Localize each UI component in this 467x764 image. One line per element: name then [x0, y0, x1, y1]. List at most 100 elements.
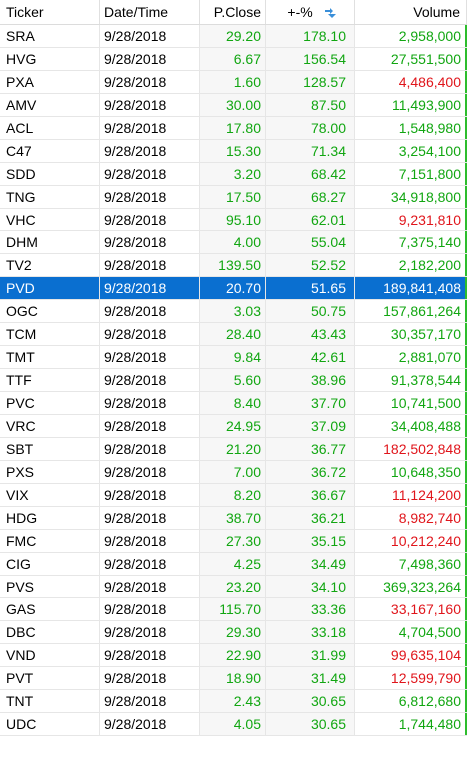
- table-row[interactable]: SBT 9/28/2018 21.20 36.77 182,502,848: [0, 437, 467, 461]
- cell-ticker: PVC: [0, 392, 100, 414]
- table-row[interactable]: TMT 9/28/2018 9.84 42.61 2,881,070: [0, 346, 467, 370]
- cell-ticker: PXS: [0, 460, 100, 483]
- table-row[interactable]: VIX 9/28/2018 8.20 36.67 11,124,200: [0, 483, 467, 507]
- cell-pct: 55.04: [266, 231, 355, 254]
- column-header-pct-label: +-%: [287, 4, 313, 20]
- column-header-ticker[interactable]: Ticker: [0, 0, 100, 24]
- cell-pct: 37.09: [266, 414, 355, 437]
- cell-pct: 51.65: [266, 277, 355, 300]
- column-header-volume[interactable]: Volume: [355, 0, 467, 24]
- table-row[interactable]: TTF 9/28/2018 5.60 38.96 91,378,544: [0, 369, 467, 392]
- cell-ticker: CIG: [0, 552, 100, 575]
- cell-volume: 99,635,104: [355, 644, 467, 667]
- cell-date: 9/28/2018: [100, 208, 200, 231]
- cell-date: 9/28/2018: [100, 231, 200, 254]
- cell-pct: 36.67: [266, 483, 355, 506]
- cell-date: 9/28/2018: [100, 575, 200, 598]
- cell-ticker: VND: [0, 644, 100, 667]
- cell-close: 27.30: [200, 529, 266, 552]
- cell-volume: 7,498,360: [355, 552, 467, 575]
- table-row[interactable]: VND 9/28/2018 22.90 31.99 99,635,104: [0, 644, 467, 668]
- cell-date: 9/28/2018: [100, 437, 200, 460]
- table-row[interactable]: PVS 9/28/2018 23.20 34.10 369,323,264: [0, 575, 467, 599]
- cell-date: 9/28/2018: [100, 185, 200, 208]
- table-row[interactable]: GAS 9/28/2018 115.70 33.36 33,167,160: [0, 598, 467, 622]
- table-row[interactable]: VRC 9/28/2018 24.95 37.09 34,408,488: [0, 414, 467, 438]
- cell-close: 9.84: [200, 346, 266, 369]
- cell-close: 3.03: [200, 300, 266, 323]
- cell-close: 5.60: [200, 369, 266, 391]
- table-row[interactable]: VHC 9/28/2018 95.10 62.01 9,231,810: [0, 208, 467, 232]
- cell-pct: 38.96: [266, 369, 355, 391]
- cell-ticker: SBT: [0, 437, 100, 460]
- cell-pct: 33.36: [266, 598, 355, 621]
- cell-ticker: ACL: [0, 116, 100, 139]
- cell-ticker: HDG: [0, 506, 100, 529]
- table-row[interactable]: AMV 9/28/2018 30.00 87.50 11,493,900: [0, 93, 467, 117]
- cell-pct: 33.18: [266, 621, 355, 644]
- table-row[interactable]: TV2 9/28/2018 139.50 52.52 2,182,200: [0, 254, 467, 278]
- cell-ticker: TNG: [0, 185, 100, 208]
- cell-date: 9/28/2018: [100, 552, 200, 575]
- table-row[interactable]: UDC 9/28/2018 4.05 30.65 1,744,480: [0, 713, 467, 737]
- cell-date: 9/28/2018: [100, 254, 200, 277]
- table-row[interactable]: HVG 9/28/2018 6.67 156.54 27,551,500: [0, 47, 467, 71]
- cell-volume: 3,254,100: [355, 139, 467, 162]
- cell-date: 9/28/2018: [100, 162, 200, 185]
- cell-pct: 50.75: [266, 300, 355, 323]
- cell-date: 9/28/2018: [100, 690, 200, 713]
- column-header-close[interactable]: P.Close: [200, 0, 266, 24]
- cell-volume: 7,151,800: [355, 162, 467, 185]
- cell-ticker: PXA: [0, 70, 100, 93]
- cell-ticker: VIX: [0, 483, 100, 506]
- cell-pct: 43.43: [266, 323, 355, 346]
- cell-volume: 9,231,810: [355, 208, 467, 231]
- cell-volume: 157,861,264: [355, 300, 467, 323]
- cell-date: 9/28/2018: [100, 483, 200, 506]
- cell-ticker: PVT: [0, 667, 100, 690]
- table-row[interactable]: PVC 9/28/2018 8.40 37.70 10,741,500: [0, 392, 467, 415]
- cell-volume: 34,918,800: [355, 185, 467, 208]
- table-row[interactable]: OGC 9/28/2018 3.03 50.75 157,861,264: [0, 300, 467, 324]
- cell-pct: 128.57: [266, 70, 355, 93]
- cell-pct: 30.65: [266, 713, 355, 736]
- cell-close: 22.90: [200, 644, 266, 667]
- column-header-pct[interactable]: +-%: [266, 0, 355, 24]
- table-row[interactable]: PVD 9/28/2018 20.70 51.65 189,841,408: [0, 277, 467, 301]
- grid-header: Ticker Date/Time P.Close +-% Volume: [0, 0, 467, 25]
- cell-close: 17.80: [200, 116, 266, 139]
- table-row[interactable]: TCM 9/28/2018 28.40 43.43 30,357,170: [0, 323, 467, 347]
- cell-ticker: TMT: [0, 346, 100, 369]
- table-row[interactable]: DHM 9/28/2018 4.00 55.04 7,375,140: [0, 231, 467, 255]
- table-row[interactable]: SDD 9/28/2018 3.20 68.42 7,151,800: [0, 162, 467, 186]
- table-row[interactable]: FMC 9/28/2018 27.30 35.15 10,212,240: [0, 529, 467, 553]
- table-row[interactable]: DBC 9/28/2018 29.30 33.18 4,704,500: [0, 621, 467, 645]
- table-row[interactable]: PXS 9/28/2018 7.00 36.72 10,648,350: [0, 460, 467, 484]
- cell-date: 9/28/2018: [100, 369, 200, 391]
- cell-close: 8.20: [200, 483, 266, 506]
- table-row[interactable]: SRA 9/28/2018 29.20 178.10 2,958,000: [0, 25, 467, 48]
- table-row[interactable]: PVT 9/28/2018 18.90 31.49 12,599,790: [0, 667, 467, 691]
- cell-volume: 1,744,480: [355, 713, 467, 736]
- cell-volume: 12,599,790: [355, 667, 467, 690]
- cell-volume: 33,167,160: [355, 598, 467, 621]
- table-row[interactable]: HDG 9/28/2018 38.70 36.21 8,982,740: [0, 506, 467, 530]
- cell-pct: 68.42: [266, 162, 355, 185]
- column-header-date[interactable]: Date/Time: [100, 0, 200, 24]
- cell-close: 29.20: [200, 25, 266, 47]
- cell-date: 9/28/2018: [100, 529, 200, 552]
- cell-pct: 178.10: [266, 25, 355, 47]
- table-row[interactable]: CIG 9/28/2018 4.25 34.49 7,498,360: [0, 552, 467, 576]
- cell-ticker: GAS: [0, 598, 100, 621]
- cell-ticker: FMC: [0, 529, 100, 552]
- table-row[interactable]: C47 9/28/2018 15.30 71.34 3,254,100: [0, 139, 467, 163]
- cell-pct: 87.50: [266, 93, 355, 116]
- cell-ticker: TV2: [0, 254, 100, 277]
- table-row[interactable]: TNG 9/28/2018 17.50 68.27 34,918,800: [0, 185, 467, 209]
- table-row[interactable]: ACL 9/28/2018 17.80 78.00 1,548,980: [0, 116, 467, 140]
- cell-volume: 369,323,264: [355, 575, 467, 598]
- table-row[interactable]: TNT 9/28/2018 2.43 30.65 6,812,680: [0, 690, 467, 714]
- table-row[interactable]: PXA 9/28/2018 1.60 128.57 4,486,400: [0, 70, 467, 94]
- cell-ticker: TCM: [0, 323, 100, 346]
- cell-date: 9/28/2018: [100, 277, 200, 300]
